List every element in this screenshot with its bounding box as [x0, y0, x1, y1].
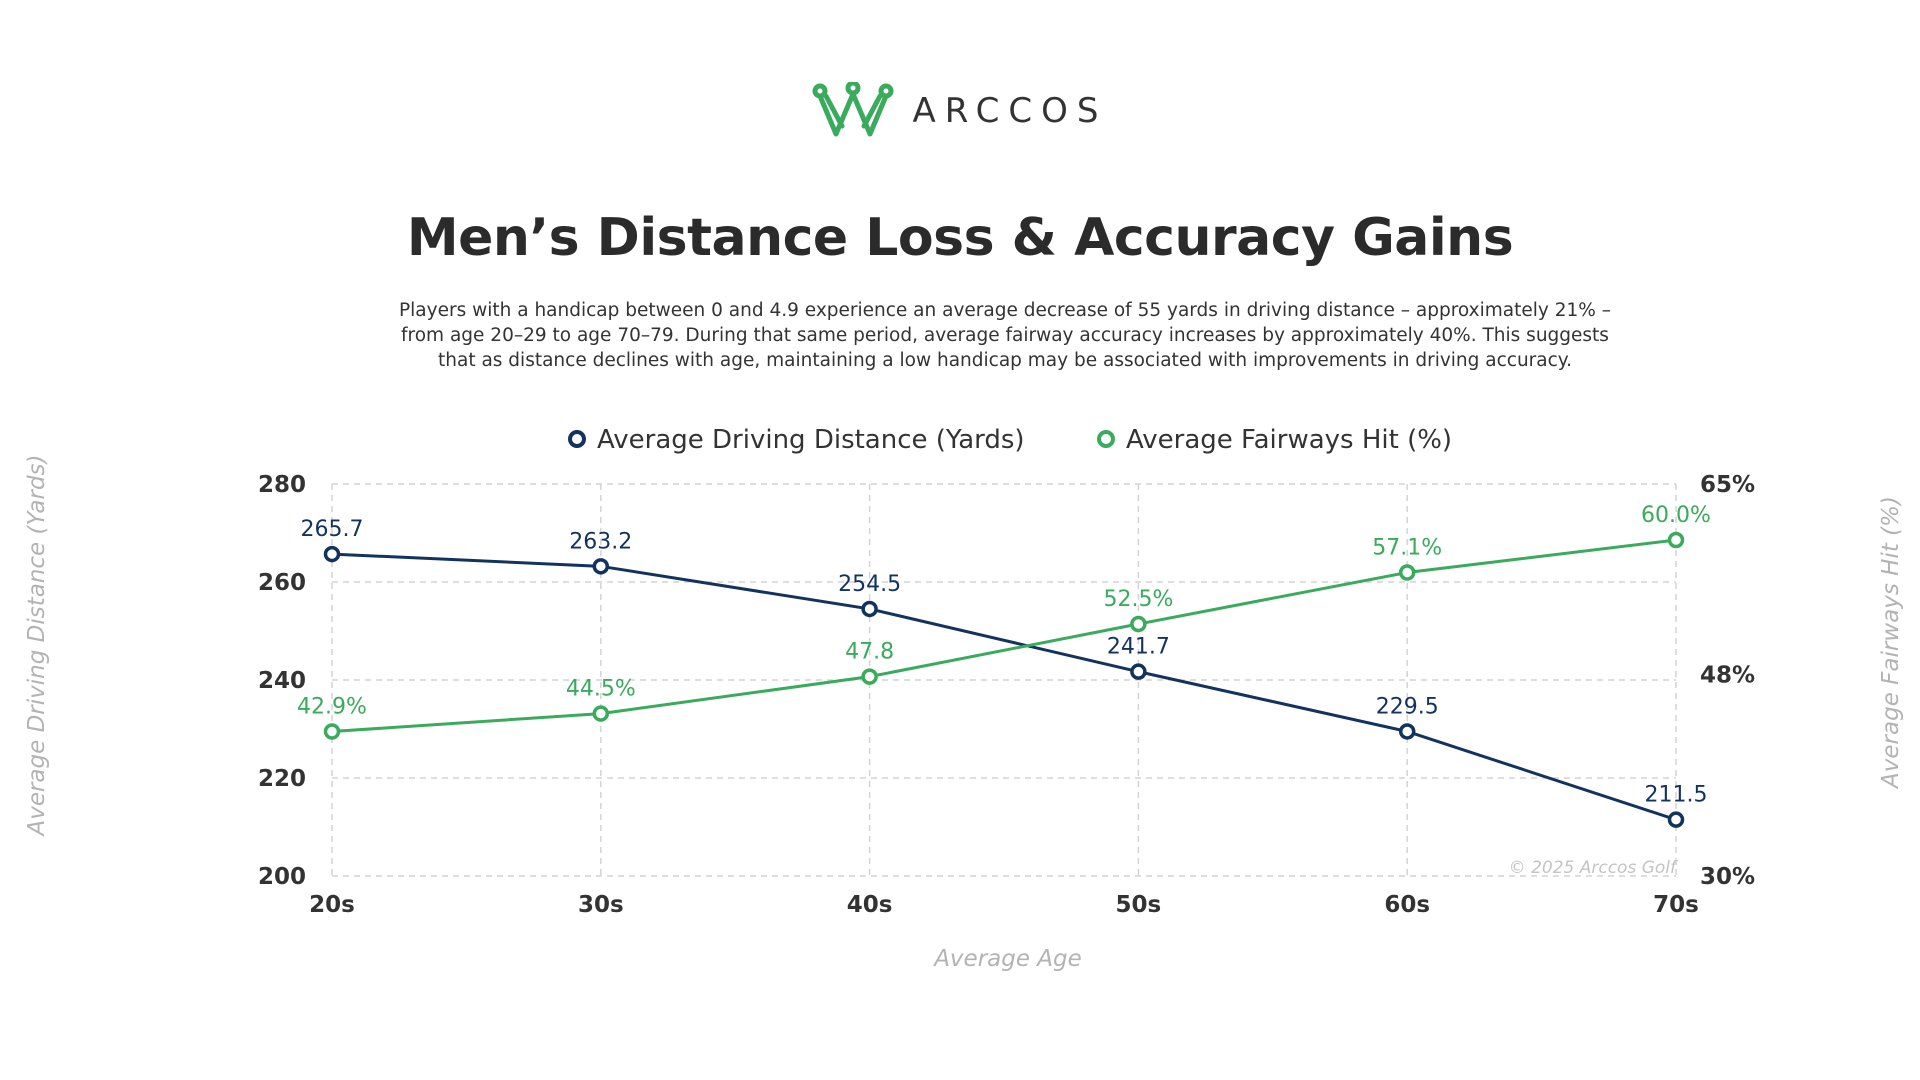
- right-axis-ticks: 30% 48% 65%: [1700, 472, 1755, 890]
- x-tick-label: 30s: [578, 892, 624, 918]
- data-point: [1398, 723, 1416, 740]
- data-point: [1398, 564, 1416, 581]
- legend: Average Driving Distance (Yards) Average …: [568, 425, 1452, 455]
- data-label: 254.5: [838, 572, 901, 597]
- data-label: 60.0%: [1641, 503, 1711, 528]
- grid-lines: [331, 483, 1677, 877]
- y2-axis-label: Average Fairways Hit (%): [1878, 496, 1904, 790]
- y2-tick-label: 30%: [1700, 864, 1755, 890]
- data-point: [1130, 663, 1147, 680]
- legend-label: Average Driving Distance (Yards): [597, 425, 1025, 455]
- copyright-note: © 2025 Arccos Golf: [1509, 858, 1679, 878]
- x-axis-label: Average Age: [932, 946, 1082, 972]
- series-group: 265.7 263.2 254.5 241.7 229.5 211.5 42.9% 44.5%…: [297, 503, 1711, 828]
- y-tick-label: 260: [258, 570, 306, 596]
- crown-icon: [812, 82, 894, 137]
- arccos-logo: ARCCOS: [0, 82, 1920, 140]
- page-subtitle: Players with a handicap between 0 and 4.…: [399, 300, 1611, 371]
- series-line: [331, 538, 1677, 734]
- data-label: 263.2: [569, 529, 632, 554]
- legend-marker: [568, 430, 586, 448]
- y-axis-label: Average Driving Distance (Yards): [24, 454, 50, 837]
- data-label: 47.8: [845, 640, 894, 665]
- x-tick-label: 70s: [1653, 892, 1699, 918]
- page-title: Men’s Distance Loss & Accuracy Gains: [406, 208, 1514, 268]
- data-label: 42.9%: [297, 695, 367, 720]
- data-point: [592, 705, 610, 722]
- y-tick-label: 200: [258, 864, 306, 890]
- data-point: [1667, 531, 1685, 549]
- data-point: [323, 723, 341, 740]
- legend-marker: [1097, 430, 1115, 448]
- data-point: [1130, 615, 1147, 633]
- data-label: 211.5: [1645, 783, 1708, 808]
- data-point: [861, 600, 878, 618]
- data-label: 241.7: [1107, 635, 1170, 660]
- x-axis-ticks: 20s 30s 40s 50s 60s 70s: [309, 892, 1699, 918]
- data-label: 229.5: [1376, 694, 1439, 719]
- logo-text: ARCCOS: [912, 91, 1108, 131]
- x-tick-label: 40s: [847, 892, 893, 918]
- data-point: [323, 545, 341, 563]
- data-point: [592, 558, 610, 575]
- left-axis-ticks: 200 220 240 260 280: [258, 472, 306, 890]
- y2-tick-label: 65%: [1700, 472, 1755, 498]
- y-tick-label: 220: [258, 766, 306, 792]
- data-label: 265.7: [301, 517, 364, 542]
- y2-tick-label: 48%: [1700, 662, 1755, 688]
- data-label: 44.5%: [566, 677, 636, 702]
- series-line: [331, 552, 1677, 822]
- x-tick-label: 20s: [309, 892, 355, 918]
- data-point: [1667, 811, 1685, 828]
- data-label: 52.5%: [1103, 587, 1173, 612]
- data-point: [861, 668, 878, 685]
- data-label: 57.1%: [1372, 535, 1442, 560]
- y-tick-label: 240: [258, 668, 306, 694]
- x-tick-label: 60s: [1384, 892, 1430, 918]
- y-tick-label: 280: [258, 472, 306, 498]
- x-tick-label: 50s: [1116, 892, 1162, 918]
- legend-label: Average Fairways Hit (%): [1126, 425, 1452, 455]
